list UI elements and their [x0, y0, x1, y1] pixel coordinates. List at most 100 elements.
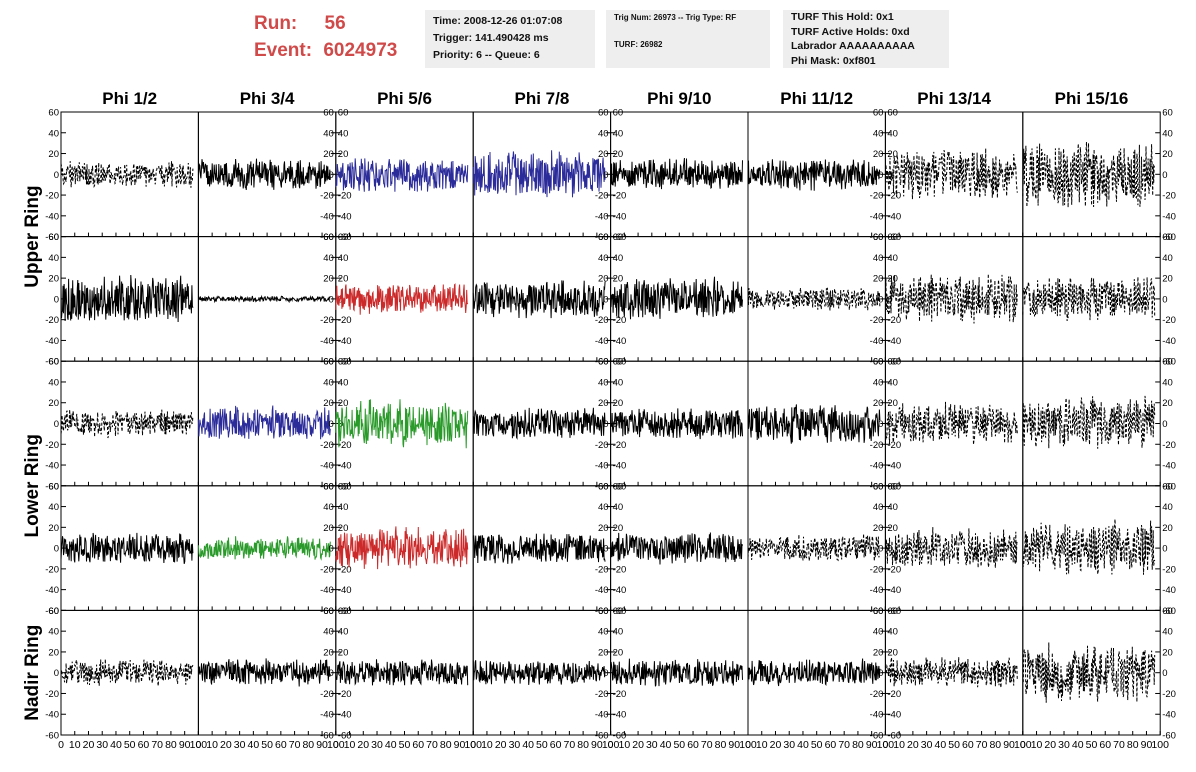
x-tick-label: 50: [948, 739, 960, 751]
y-tick-label: -40: [595, 461, 609, 472]
y-tick-label: -40: [870, 461, 884, 472]
y-tick-label: -60: [45, 731, 59, 742]
y-tick-label: 20: [48, 647, 59, 658]
x-tick-label: 90: [591, 739, 603, 751]
y-tick-label: 60: [613, 481, 624, 492]
y-tick-label: 40: [613, 377, 624, 388]
y-tick-label: 60: [613, 357, 624, 368]
x-tick-label: 70: [426, 739, 438, 751]
y-tick-label: -60: [613, 232, 627, 243]
y-tick-label: 40: [887, 627, 898, 638]
y-tick-label: -20: [320, 564, 334, 575]
x-tick-label: 10: [344, 739, 356, 751]
waveform-trace: [472, 150, 606, 198]
waveform-trace: [335, 158, 469, 192]
y-tick-label: 60: [323, 606, 334, 617]
y-tick-label: -60: [613, 731, 627, 742]
y-tick-label: 20: [48, 274, 59, 285]
x-tick-label: 60: [1099, 739, 1111, 751]
y-tick-label: 0: [54, 668, 59, 679]
y-tick-label: -20: [320, 440, 334, 451]
y-tick-label: -60: [320, 606, 334, 617]
waveform-trace: [1022, 141, 1156, 208]
waveform-trace: [60, 161, 194, 188]
y-tick-label: 20: [323, 398, 334, 409]
y-tick-label: 20: [613, 523, 624, 534]
y-tick-label: -60: [595, 606, 609, 617]
y-tick-label: 60: [338, 481, 349, 492]
y-tick-label: -40: [887, 461, 901, 472]
y-tick-label: 60: [323, 232, 334, 243]
x-tick-label: 20: [83, 739, 95, 751]
y-tick-label: 20: [598, 647, 609, 658]
waveform-trace: [335, 283, 469, 315]
x-tick-label: 0: [882, 739, 888, 751]
y-tick-label: 40: [598, 502, 609, 513]
y-tick-label: 40: [48, 377, 59, 388]
y-tick-label: 40: [1162, 502, 1173, 513]
ring-label: Upper Ring: [22, 185, 43, 287]
y-tick-label: 60: [598, 606, 609, 617]
y-tick-label: -60: [870, 606, 884, 617]
x-tick-label: 100: [602, 739, 620, 751]
y-tick-label: -20: [870, 440, 884, 451]
x-tick-label: 80: [577, 739, 589, 751]
y-tick-label: -60: [45, 357, 59, 368]
x-tick-label: 60: [825, 739, 837, 751]
y-tick-label: 20: [1162, 274, 1173, 285]
y-tick-label: -20: [887, 564, 901, 575]
y-tick-label: 40: [887, 253, 898, 264]
x-tick-label: 40: [935, 739, 947, 751]
y-tick-label: -60: [595, 357, 609, 368]
y-tick-label: 20: [873, 398, 884, 409]
x-tick-label: 40: [1072, 739, 1084, 751]
y-tick-label: -60: [338, 481, 352, 492]
y-tick-label: -20: [338, 689, 352, 700]
y-tick-label: -40: [320, 461, 334, 472]
waveform-trace: [610, 532, 743, 565]
y-tick-label: -60: [338, 606, 352, 617]
waveform-trace: [472, 280, 606, 319]
y-tick-label: 20: [613, 398, 624, 409]
y-tick-label: 20: [48, 149, 59, 160]
x-tick-label: 20: [1044, 739, 1056, 751]
y-tick-label: -40: [887, 585, 901, 596]
turf-hold-info: TURF This Hold: 0x1 TURF Active Holds: 0…: [783, 10, 949, 68]
x-tick-label: 20: [495, 739, 507, 751]
y-tick-label: -40: [1162, 211, 1176, 222]
y-tick-label: -40: [45, 585, 59, 596]
y-tick-label: -60: [887, 481, 901, 492]
y-tick-label: -20: [45, 564, 59, 575]
y-tick-label: 0: [1162, 294, 1167, 305]
x-tick-label: 50: [811, 739, 823, 751]
y-tick-label: 20: [613, 274, 624, 285]
y-tick-label: 20: [598, 149, 609, 160]
y-tick-label: -20: [1162, 564, 1176, 575]
waveform-trace: [747, 404, 881, 444]
waveform-trace: [60, 658, 194, 687]
y-tick-label: -60: [887, 606, 901, 617]
y-tick-label: 60: [613, 606, 624, 617]
y-tick-label: 60: [48, 232, 59, 243]
run-event-box: Run: 56 Event: 6024973: [254, 10, 397, 64]
y-tick-label: 20: [873, 274, 884, 285]
y-tick-label: 0: [878, 170, 883, 181]
y-tick-label: -60: [1162, 731, 1176, 742]
turf-line: TURF: 26982: [614, 40, 663, 49]
x-tick-label: 30: [646, 739, 658, 751]
y-tick-label: 60: [873, 481, 884, 492]
x-tick-label: 0: [470, 739, 476, 751]
run-value: 56: [324, 13, 346, 34]
waveform-trace: [472, 533, 606, 564]
y-tick-label: 40: [48, 627, 59, 638]
y-tick-label: 60: [873, 606, 884, 617]
waveform-trace: [197, 158, 331, 190]
y-tick-label: -20: [338, 191, 352, 202]
y-tick-label: 40: [338, 502, 349, 513]
y-tick-label: -40: [320, 710, 334, 721]
y-tick-label: 20: [613, 149, 624, 160]
waveform-trace: [884, 148, 1018, 200]
y-tick-label: 20: [887, 523, 898, 534]
y-tick-label: 60: [613, 232, 624, 243]
